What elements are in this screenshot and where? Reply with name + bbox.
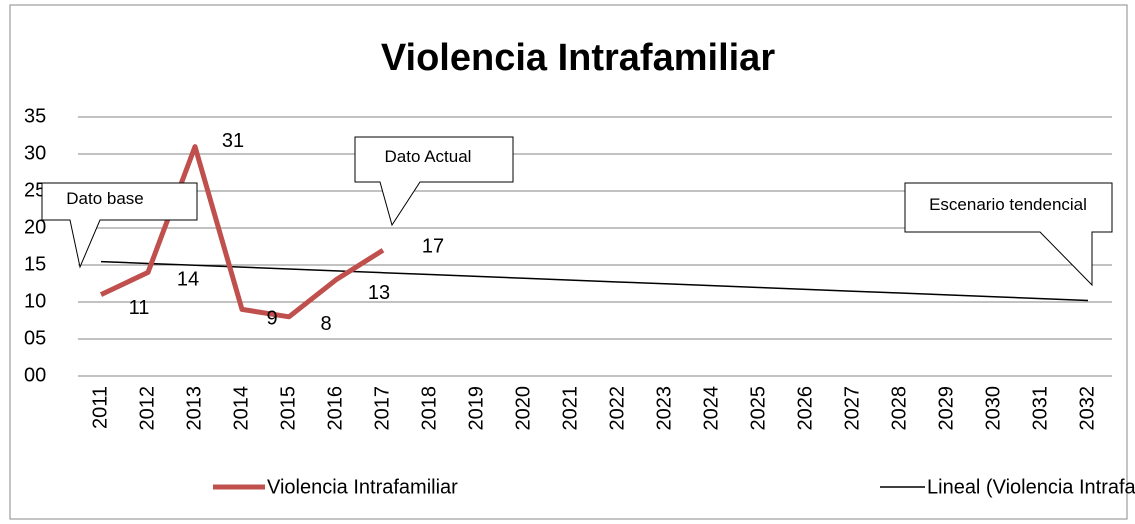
x-tick-label: 2018 <box>418 386 440 431</box>
data-line <box>99 144 385 320</box>
callout-text: Dato base <box>66 189 144 208</box>
y-tick-label: 15 <box>24 253 46 275</box>
x-tick-label: 2016 <box>324 386 346 431</box>
data-label: 9 <box>266 308 277 330</box>
data-label: 11 <box>129 297 150 319</box>
y-tick-label: 10 <box>24 290 46 312</box>
x-tick-label: 2020 <box>512 386 534 431</box>
x-tick-label: 2024 <box>700 386 722 431</box>
x-tick-label: 2022 <box>606 386 628 431</box>
y-tick-label: 05 <box>24 327 46 349</box>
x-tick-label: 2026 <box>794 386 816 431</box>
x-tick-label: 2019 <box>465 386 487 431</box>
legend-label: Violencia Intrafamiliar <box>267 476 458 498</box>
y-tick-label: 00 <box>24 364 46 386</box>
x-tick-label: 2014 <box>230 386 252 431</box>
chart-border <box>9 4 1128 520</box>
data-label: 31 <box>222 130 244 152</box>
data-label: 17 <box>422 235 444 257</box>
y-tick-label: 30 <box>24 142 46 164</box>
x-tick-label: 2031 <box>1029 386 1051 431</box>
x-tick-label: 2025 <box>747 386 769 431</box>
data-label: 13 <box>368 282 390 304</box>
callout-box <box>904 182 1113 287</box>
data-label: 14 <box>177 269 199 291</box>
legend-label: Lineal (Violencia Intrafamiliar) <box>927 476 1135 498</box>
x-tick-label: 2021 <box>559 386 581 431</box>
x-tick-label: 2013 <box>183 386 205 431</box>
x-tick-label: 2015 <box>277 386 299 431</box>
x-tick-label: 2027 <box>841 386 863 431</box>
x-tick-label: 2012 <box>136 386 158 431</box>
trend-line <box>100 260 1089 302</box>
callout-text: Dato Actual <box>385 147 472 166</box>
x-tick-label: 2023 <box>653 386 675 431</box>
y-tick-label: 25 <box>24 179 46 201</box>
x-tick-label: 2032 <box>1076 386 1098 431</box>
data-label: 8 <box>320 313 331 335</box>
x-tick-label: 2030 <box>982 386 1004 431</box>
x-tick-label: 2017 <box>371 386 393 431</box>
callout-box <box>41 182 198 269</box>
callout-text: Escenario tendencial <box>929 195 1087 214</box>
x-tick-label: 2029 <box>935 386 957 431</box>
y-tick-label: 20 <box>24 216 46 238</box>
chart-title: Violencia Intrafamiliar <box>381 37 775 79</box>
x-tick-label: 2011 <box>89 386 111 429</box>
x-tick-label: 2028 <box>888 386 910 431</box>
y-tick-label: 35 <box>24 105 46 127</box>
callout-box <box>354 136 514 227</box>
